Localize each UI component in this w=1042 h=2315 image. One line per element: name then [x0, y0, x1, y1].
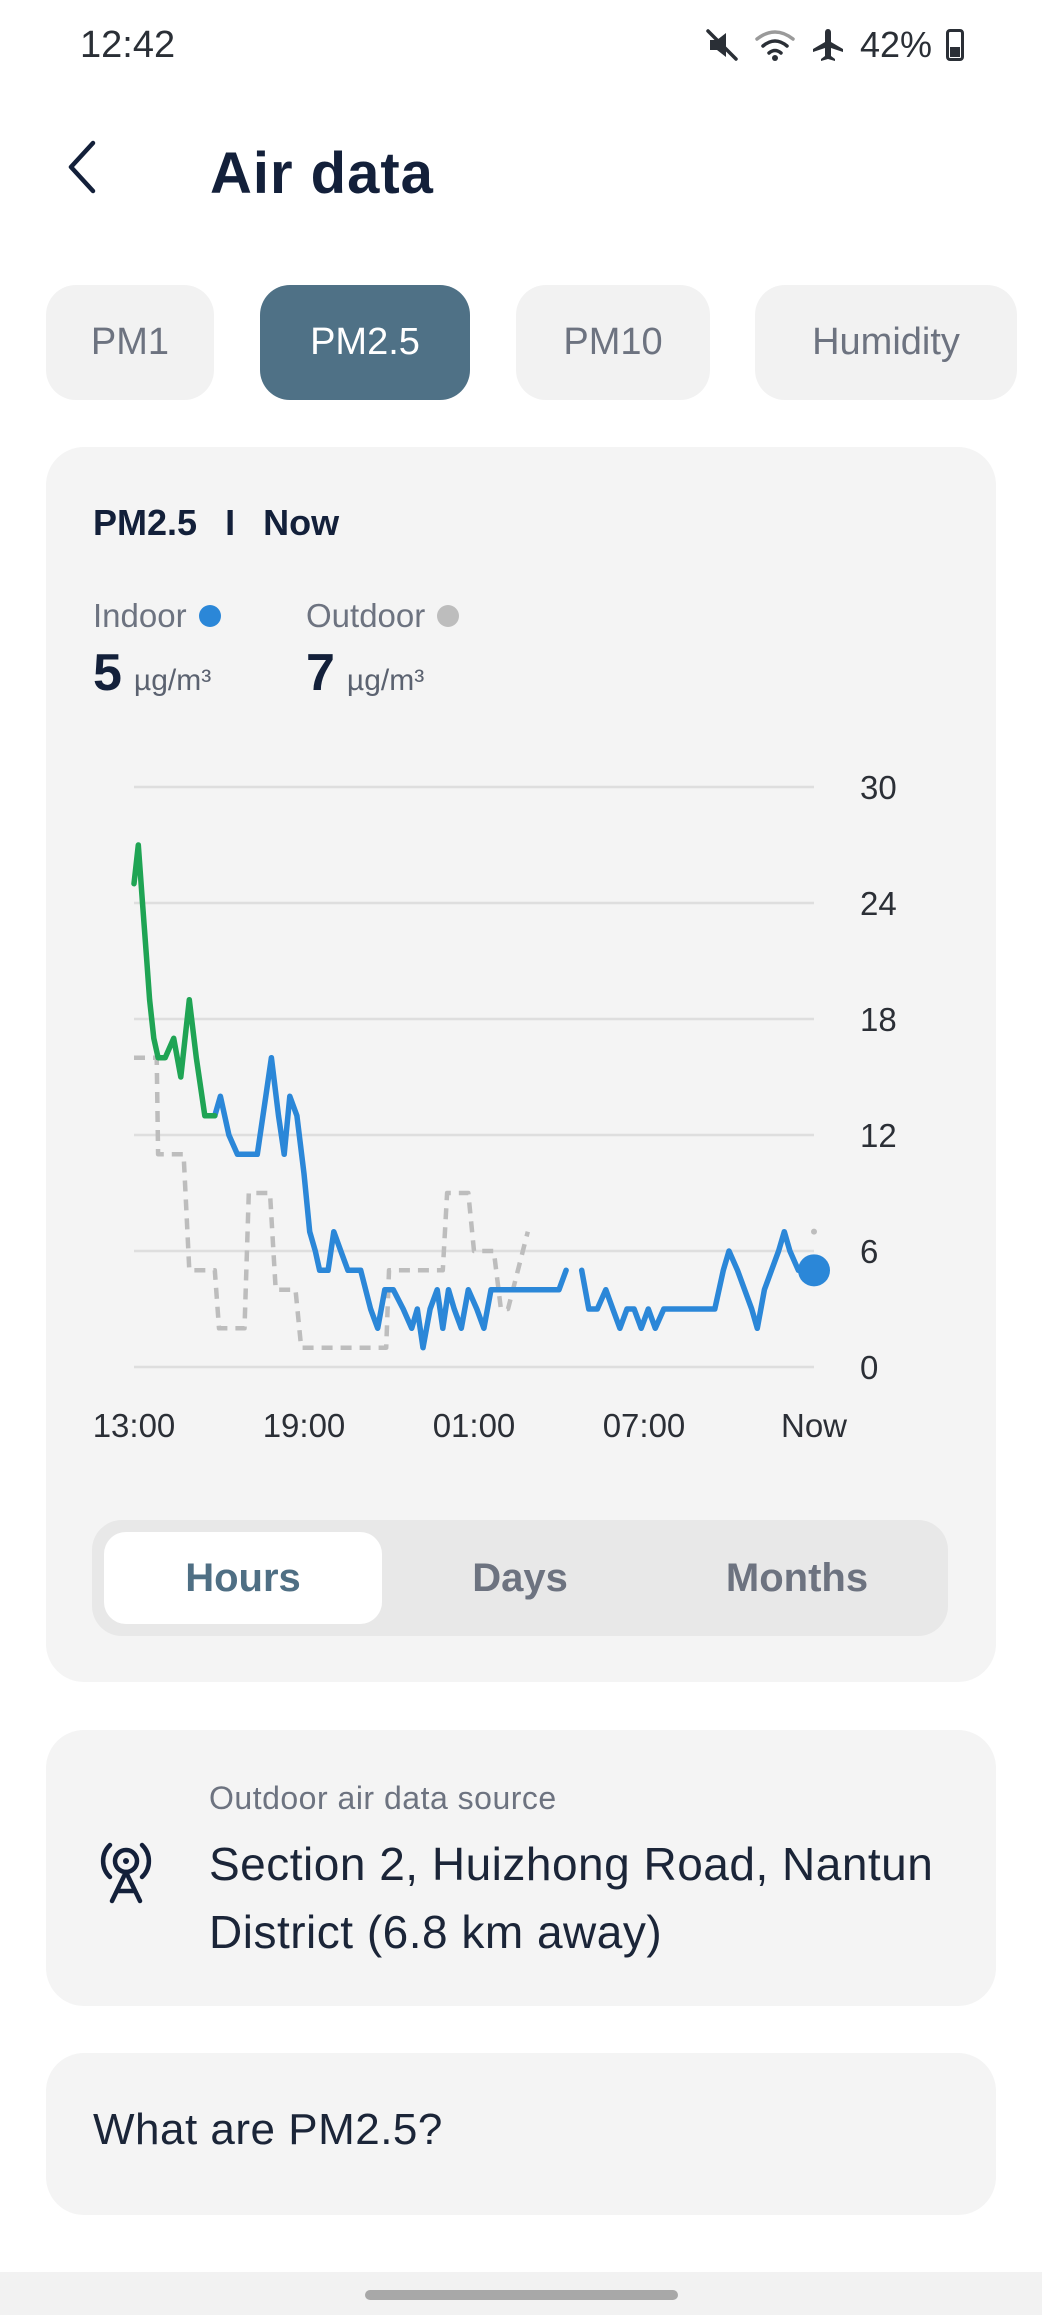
chart-card: PM2.5 I Now Indoor 5 µg/m³ Outdoor 7 µg/… — [46, 447, 996, 1682]
y-tick-label: 18 — [860, 1001, 897, 1038]
y-tick-label: 6 — [860, 1233, 878, 1270]
range-days-button[interactable]: Days — [472, 1555, 568, 1600]
pm25-info-card[interactable]: What are PM2.5? — [46, 2053, 996, 2215]
range-months-button[interactable]: Months — [725, 1555, 869, 1600]
chevron-left-icon — [68, 140, 96, 194]
indoor-value-row: 5 µg/m³ — [93, 643, 221, 703]
app-header: Air data — [0, 110, 1042, 230]
indoor-legend-dot — [198, 605, 221, 627]
outdoor-value-row: 7 µg/m³ — [306, 643, 459, 703]
outdoor-value: 7 — [306, 644, 335, 702]
pm25-info-text: What are PM2.5? — [93, 2105, 443, 2154]
x-tick-label: 01:00 — [433, 1407, 516, 1444]
indoor-series-line-high — [131, 842, 218, 1119]
chart-heading-metric: PM2.5 — [93, 502, 198, 543]
status-bar: 12:42 42% — [0, 0, 1042, 95]
back-button[interactable] — [48, 132, 118, 202]
status-icons: 42% — [704, 24, 964, 66]
indoor-series-line — [212, 1054, 569, 1351]
battery-icon — [946, 29, 964, 61]
outdoor-reading: Outdoor 7 µg/m³ — [306, 597, 460, 703]
y-tick-label: 24 — [860, 885, 897, 922]
y-tick-label: 12 — [860, 1117, 897, 1154]
wifi-icon — [755, 30, 795, 61]
tab-humidity[interactable]: Humidity — [755, 285, 1017, 400]
x-tick-label: 07:00 — [603, 1407, 686, 1444]
pm25-line-chart[interactable]: 0 6 12 18 24 30 13:00 19:00 01:00 07:00 Now — [46, 447, 996, 1487]
outdoor-label: Outdoor — [306, 597, 426, 634]
y-tick-label: 30 — [860, 769, 897, 806]
outdoor-unit: µg/m³ — [346, 664, 425, 697]
x-tick-label: Now — [781, 1407, 847, 1444]
range-hours-button[interactable]: Hours — [104, 1532, 382, 1624]
indoor-value: 5 — [93, 644, 122, 702]
indoor-label-row: Indoor — [93, 597, 221, 635]
outdoor-legend-dot — [437, 605, 460, 627]
outdoor-series-line — [134, 1055, 530, 1350]
outdoor-series-point — [811, 1228, 817, 1235]
status-time: 12:42 — [80, 24, 176, 66]
battery-percent: 42% — [859, 24, 932, 65]
x-tick-label: 19:00 — [263, 1407, 346, 1444]
page-title: Air data — [210, 141, 434, 206]
outdoor-label-row: Outdoor — [306, 597, 460, 635]
outdoor-source-card: Outdoor air data source Section 2, Huizh… — [46, 1730, 996, 2006]
indoor-reading: Indoor 5 µg/m³ — [93, 597, 221, 703]
indoor-label: Indoor — [93, 597, 187, 634]
airplane-icon — [812, 29, 843, 61]
chart-heading-period: Now — [263, 502, 340, 543]
indoor-unit: µg/m³ — [133, 664, 212, 697]
antenna-icon — [100, 1842, 152, 1904]
source-location: Section 2, Huizhong Road, Nantun Distric… — [209, 1838, 934, 1958]
tab-pm10[interactable]: PM10 — [516, 285, 710, 400]
source-label: Outdoor air data source — [209, 1780, 557, 1816]
x-tick-label: 13:00 — [93, 1407, 176, 1444]
time-range-selector: Hours Days Months — [92, 1520, 948, 1636]
chart-heading: PM2.5 I Now — [93, 502, 339, 544]
mute-icon — [706, 29, 738, 61]
y-tick-label: 0 — [860, 1349, 878, 1386]
home-indicator[interactable] — [365, 2290, 678, 2300]
pollutant-tabs: PM1 PM2.5 PM10 Humidity — [0, 285, 1042, 400]
tab-pm2-5[interactable]: PM2.5 — [260, 285, 470, 400]
indoor-series-line — [578, 1228, 817, 1332]
chart-heading-separator: I — [225, 502, 236, 543]
tab-pm1[interactable]: PM1 — [46, 285, 214, 400]
indoor-current-point — [798, 1254, 830, 1287]
